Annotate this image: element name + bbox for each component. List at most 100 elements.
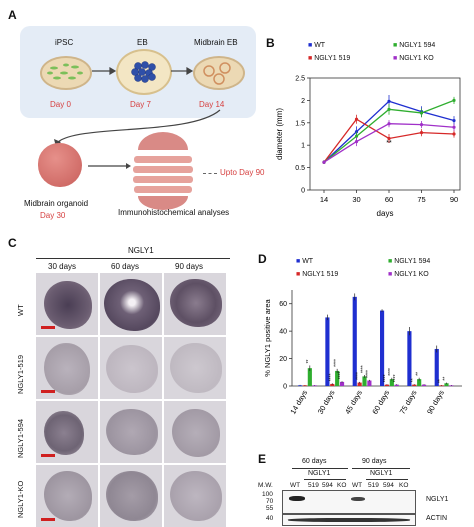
- sub-label-2: NGLY1: [370, 470, 393, 477]
- point-ngly1-ko-1: [354, 140, 359, 144]
- ylabel-b: diameter (mm): [275, 108, 284, 160]
- point-ngly1-ko-0: [322, 160, 326, 164]
- bar-ngly1-519-75-days: [412, 384, 417, 386]
- day7-label: Day 7: [130, 100, 151, 109]
- stage-eb-label: EB: [137, 38, 148, 47]
- group-rule-90: [352, 468, 410, 469]
- bar-ngly1-594-14-days: [307, 368, 312, 386]
- point-ngly1-519-2: [387, 136, 391, 141]
- panel-a-letter: A: [8, 8, 17, 22]
- ihc-image-wt-90: [164, 273, 226, 335]
- ytick-label-b-0-5: 0.5: [295, 165, 305, 172]
- bar-wt-60-days: [380, 310, 385, 386]
- annotation-d-ngly1-ko-60-days: ****: [393, 374, 399, 382]
- panel-c-title: NGLY1: [128, 246, 154, 255]
- legend-b-519: ■ NGLY1 519: [308, 55, 351, 62]
- ihc-image-519-60: [100, 337, 162, 399]
- bar-ngly1-ko-90-days: [449, 385, 454, 387]
- lane-4: KO: [337, 482, 347, 489]
- bar-ngly1-594-75-days: [417, 379, 422, 386]
- legend-b-wt: ■ WT: [308, 42, 326, 49]
- sliced-organoid-illustration: [133, 132, 193, 210]
- bar-ngly1-519-45-days: [357, 382, 362, 386]
- point-wt-4: [452, 118, 456, 123]
- annotation-d-ngly1-594-60-days: ****: [388, 368, 394, 376]
- panel-c-letter: C: [8, 236, 17, 250]
- ylabel-d: % NGLY1 positive area: [263, 298, 272, 376]
- point-ngly1-594-3: [419, 111, 424, 115]
- col-label-30: 30 days: [48, 262, 77, 271]
- eb-dish: [116, 49, 172, 95]
- xtick-label-b-14: 14: [320, 195, 328, 204]
- panel-d-letter: D: [258, 252, 267, 266]
- bar-wt-30-days: [325, 317, 330, 386]
- marker-40: 40: [266, 515, 274, 522]
- xtick-label-d-30-days: 30 days: [316, 388, 337, 415]
- annotation-d-ngly1-519-45-days: ****: [356, 372, 362, 380]
- annotation-d-ngly1-594-30-days: ****: [333, 359, 339, 367]
- legend-b-594: ■ NGLY1 594: [393, 42, 436, 49]
- panel-c-title-rule: [36, 258, 230, 259]
- bar-ngly1-594-60-days: [389, 379, 394, 386]
- ytick-label-d-20: 20: [279, 356, 287, 363]
- panel-b-letter: B: [266, 36, 275, 50]
- organoid-arrow: [88, 163, 131, 169]
- lane-8: KO: [399, 482, 409, 489]
- bar-ngly1-ko-60-days: [394, 384, 399, 386]
- lane-1: WT: [290, 482, 301, 489]
- bar-ngly1-ko-30-days: [339, 381, 345, 386]
- band-wt-90: [351, 497, 365, 501]
- bar-wt-90-days: [434, 348, 439, 386]
- band-wt-60: [289, 496, 305, 501]
- xtick-label-d-60-days: 60 days: [370, 388, 391, 415]
- point-ngly1-ko-3: [419, 122, 424, 127]
- panel-b-legend: ■ WT ■ NGLY1 519 ■ NGLY1 594 ■ NGLY1 KO: [308, 42, 468, 70]
- xtick-label-d-14-days: 14 days: [288, 388, 309, 415]
- ytick-label-d-40: 40: [279, 329, 287, 336]
- point-ngly1-519-1: [354, 117, 359, 121]
- annotation-d-ngly1-519-30-days: ****: [328, 373, 334, 381]
- point-ngly1-ko-2: [387, 122, 391, 126]
- point-ngly1-ko-4: [452, 125, 456, 129]
- ytick-label-b-1: 1: [301, 143, 305, 150]
- xtick-label-d-45-days: 45 days: [343, 388, 364, 415]
- organoid-label: Midbrain organoid: [24, 199, 89, 208]
- midbrain-eb-dish: [193, 56, 245, 90]
- ytick-label-b-1-5: 1.5: [295, 120, 305, 127]
- xtick-label-b-60: 60: [385, 195, 393, 204]
- stage-ipsc-label: iPSC: [55, 38, 74, 47]
- plot-frame-b: [309, 77, 461, 191]
- bar-ngly1-519-30-days: [330, 383, 335, 386]
- ytick-label-d-60: 60: [279, 301, 287, 308]
- group-label-90: 90 days: [362, 458, 387, 465]
- legend-d-wt: ■ WT: [296, 258, 314, 265]
- annotation-d-ngly1-519-90-days: **: [438, 379, 444, 383]
- row-label-519: NGLY1-519: [16, 354, 25, 394]
- lane-3: 594: [322, 482, 333, 489]
- xtick-label-d-75-days: 75 days: [398, 388, 419, 415]
- sub-rule-1: [304, 479, 346, 480]
- ihc-image-594-60: [100, 401, 162, 463]
- row-label-594: NGLY1-594: [16, 418, 25, 458]
- ihc-image-ko-30: [36, 465, 98, 527]
- ytick-label-b-2-5: 2.5: [295, 76, 305, 83]
- bar-wt-45-days: [352, 296, 357, 386]
- analysis-label: Immunohistochemical analyses: [118, 208, 230, 217]
- point-ngly1-519-4: [452, 132, 456, 136]
- stage-midbrain-eb-label: Midbrain EB: [194, 38, 238, 47]
- xtick-label-b-90: 90: [450, 195, 458, 204]
- row-label-wt: WT: [16, 304, 25, 316]
- xtick-label-b-75: 75: [417, 195, 425, 204]
- annotation-d-ngly1-594-45-days: ****: [361, 365, 367, 373]
- ipsc-dish: [40, 56, 92, 90]
- blot-ngly1: [282, 490, 416, 514]
- ihc-image-594-30: [36, 401, 98, 463]
- annotation-b-0: **: [386, 140, 392, 147]
- flow-arrows: [92, 66, 194, 76]
- point-wt-2: [387, 99, 391, 103]
- upto-dash: [203, 173, 217, 174]
- marker-100: 100: [262, 491, 273, 498]
- annotation-d-ngly1-594-90-days: **: [443, 377, 449, 381]
- legend-b-ko: ■ NGLY1 KO: [393, 55, 434, 62]
- bar-ngly1-594-90-days: [444, 383, 449, 386]
